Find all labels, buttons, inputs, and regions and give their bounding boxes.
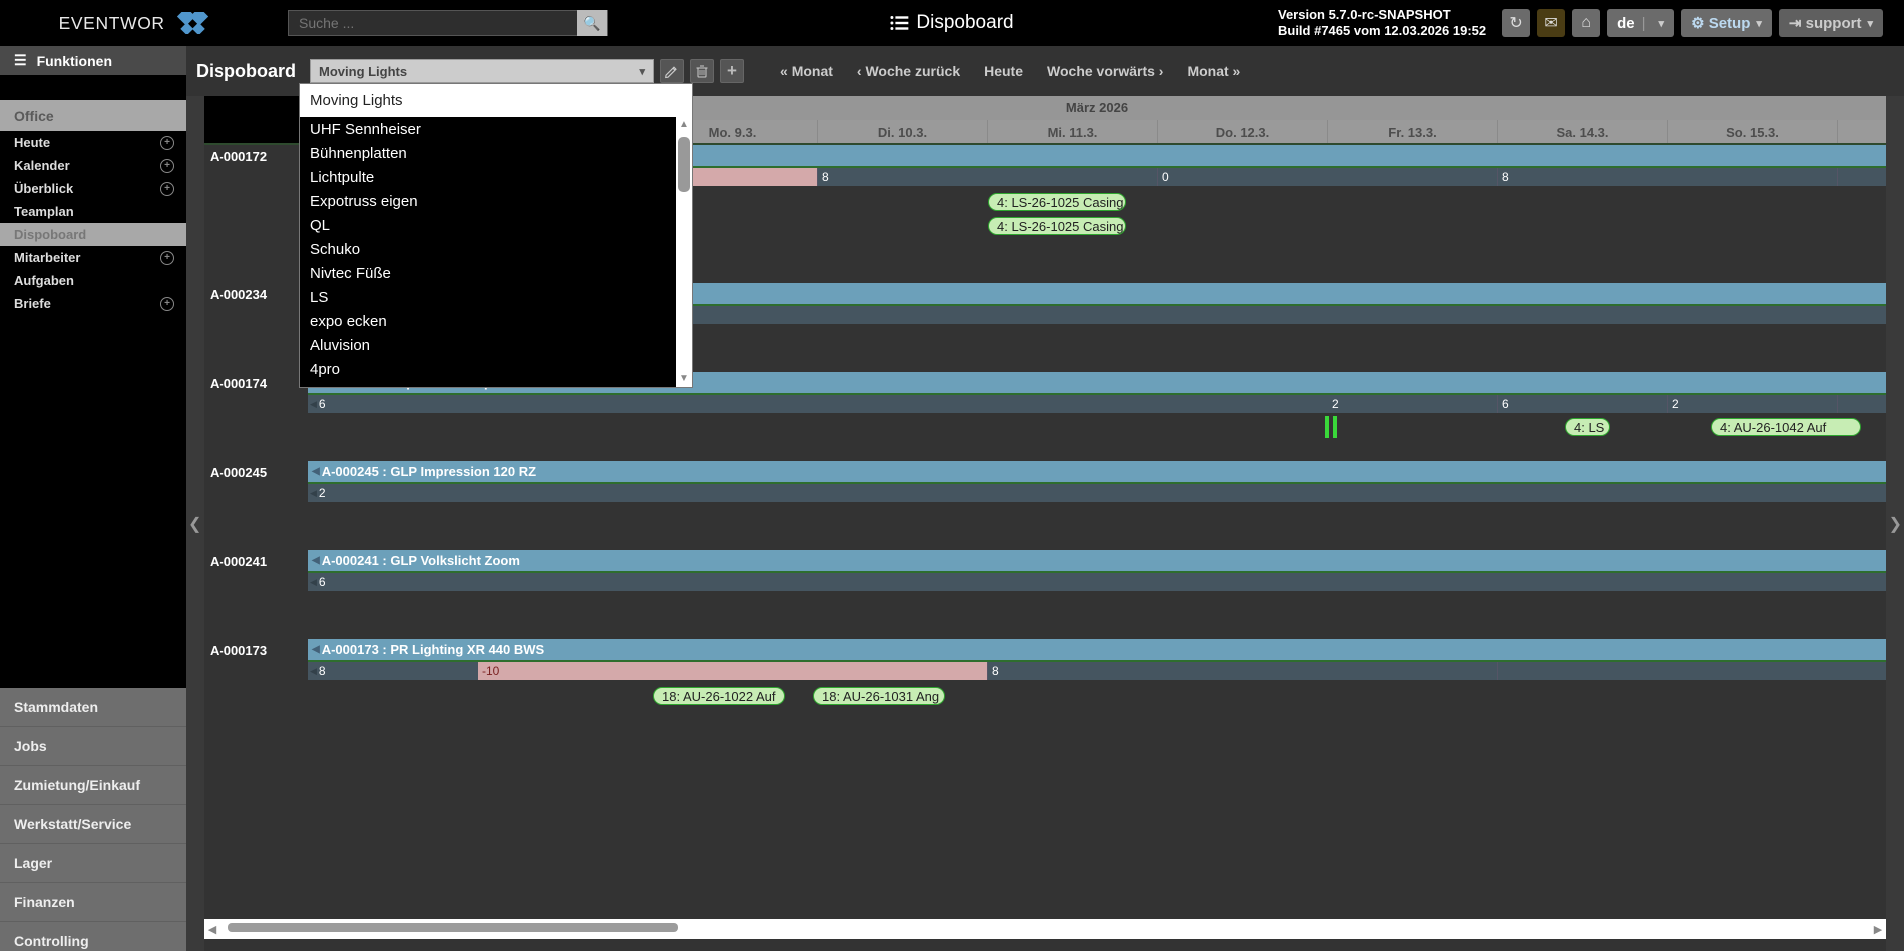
svg-text:EVENTWOR: EVENTWOR: [59, 13, 165, 33]
